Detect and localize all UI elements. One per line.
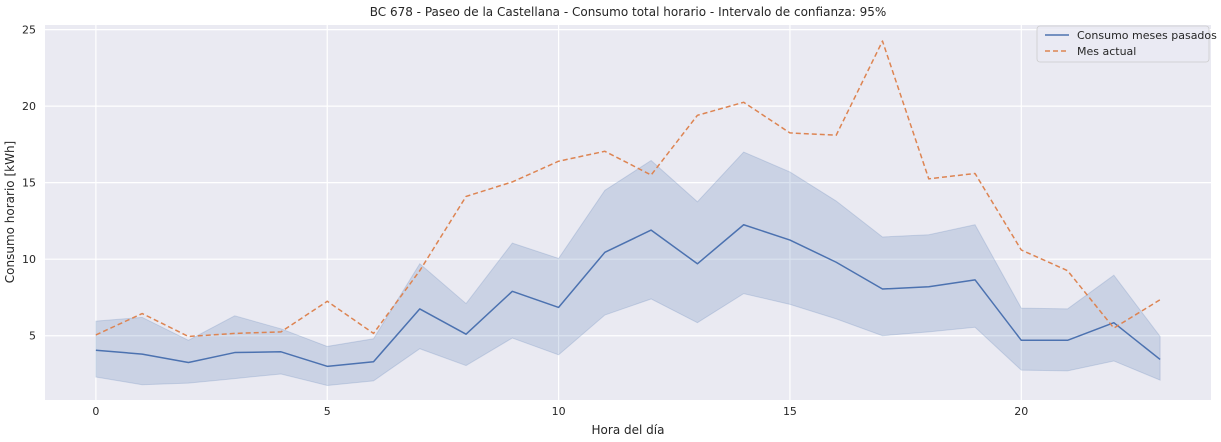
x-tick-label: 15	[783, 405, 797, 418]
x-axis-label: Hora del día	[592, 423, 665, 437]
y-axis-label: Consumo horario [kWh]	[3, 141, 17, 283]
series-line-consumo-meses-pasados	[95, 223, 1161, 368]
y-tick-label: 20	[22, 100, 36, 113]
x-tick-label: 0	[92, 405, 99, 418]
x-tick-label: 5	[324, 405, 331, 418]
legend-label-mes-actual: Mes actual	[1077, 45, 1136, 58]
chart-title: BC 678 - Paseo de la Castellana - Consum…	[370, 5, 887, 19]
series-lines	[95, 40, 1161, 368]
legend: Consumo meses pasados Mes actual	[1036, 25, 1217, 63]
x-tick-labels: 0 5 10 15 20	[92, 405, 1028, 418]
x-tick-label: 10	[552, 405, 566, 418]
y-tick-labels: 5 10 15 20 25	[22, 24, 36, 343]
series-line-mes-actual	[95, 40, 1161, 338]
x-tick-label: 20	[1014, 405, 1028, 418]
y-tick-label: 5	[29, 330, 36, 343]
confidence-interval-band	[95, 151, 1161, 386]
plot-background	[45, 25, 1211, 400]
confidence-band	[95, 151, 1161, 386]
y-tick-label: 10	[22, 253, 36, 266]
grid-lines	[45, 25, 1211, 400]
legend-box	[1036, 25, 1210, 63]
y-tick-label: 25	[22, 24, 36, 37]
y-tick-label: 15	[22, 177, 36, 190]
legend-label-consumo-meses-pasados: Consumo meses pasados	[1077, 29, 1217, 42]
